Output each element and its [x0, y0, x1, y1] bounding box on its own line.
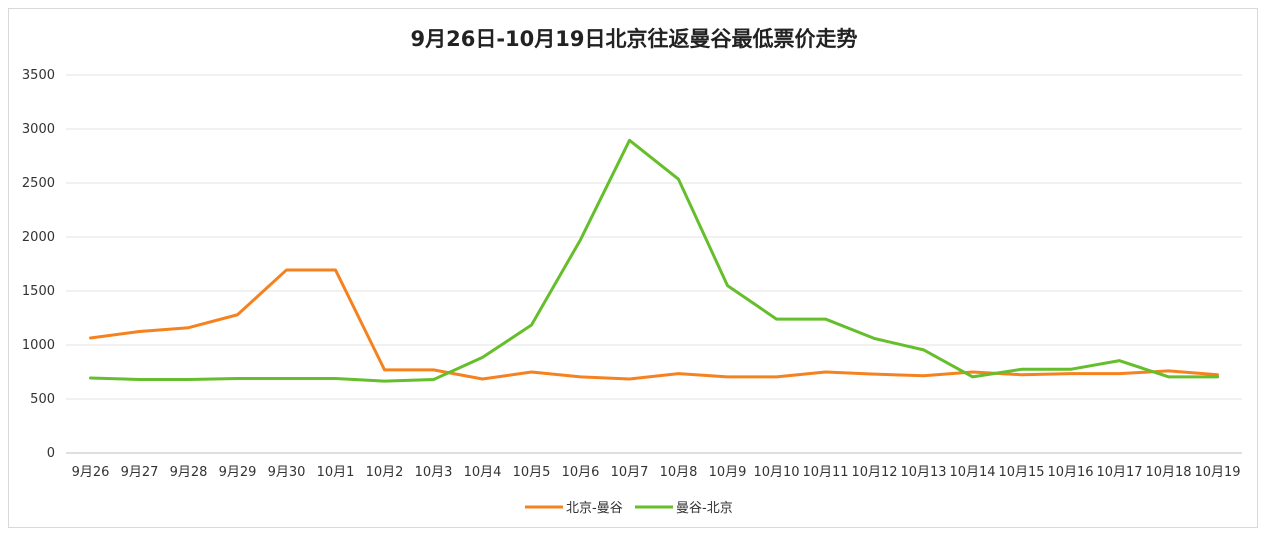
y-tick-label: 0 [47, 446, 55, 461]
x-tick-label: 9月28 [170, 465, 208, 480]
x-tick-label: 10月5 [513, 465, 551, 480]
line-chart: 9月26日-10月19日北京往返曼谷最低票价走势 0 500 1000 1500 200… [22, 27, 1242, 516]
x-tick-label: 9月30 [268, 465, 306, 480]
x-tick-label: 10月19 [1194, 465, 1240, 480]
x-tick-label: 10月13 [900, 465, 946, 480]
y-tick-label: 3500 [22, 68, 55, 83]
legend-label: 曼谷-北京 [676, 501, 733, 516]
x-tick-label: 10月15 [998, 465, 1044, 480]
x-tick-label: 10月10 [753, 465, 799, 480]
x-tick-label: 10月18 [1145, 465, 1191, 480]
x-tick-label: 9月26 [72, 465, 110, 480]
x-tick-label: 9月29 [219, 465, 257, 480]
chart-frame: 9月26日-10月19日北京往返曼谷最低票价走势 0 500 1000 1500 200… [8, 8, 1258, 528]
y-tick-label: 3000 [22, 122, 55, 137]
series-line-2 [89, 138, 1219, 383]
x-axis-ticks: 9月26 9月27 9月28 9月29 9月30 10月1 10月2 10月3 10月4 10月5… [72, 465, 1241, 480]
legend-label: 北京-曼谷 [566, 501, 623, 516]
y-tick-label: 2500 [22, 176, 55, 191]
y-tick-label: 2000 [22, 230, 55, 245]
x-tick-label: 10月9 [709, 465, 747, 480]
chart-title: 9月26日-10月19日北京往返曼谷最低票价走势 [411, 27, 858, 51]
x-tick-label: 10月12 [851, 465, 897, 480]
x-tick-label: 10月16 [1047, 465, 1093, 480]
y-tick-label: 1500 [22, 284, 55, 299]
x-tick-label: 10月14 [949, 465, 995, 480]
x-tick-label: 10月7 [611, 465, 649, 480]
legend: 北京-曼谷 曼谷-北京 [525, 501, 733, 516]
x-tick-label: 10月2 [366, 465, 404, 480]
x-tick-label: 10月17 [1096, 465, 1142, 480]
x-tick-label: 10月3 [415, 465, 453, 480]
x-tick-label: 10月4 [464, 465, 502, 480]
x-tick-label: 10月6 [562, 465, 600, 480]
series-line-1 [89, 268, 1219, 381]
y-axis-ticks: 0 500 1000 1500 2000 2500 3000 3500 [22, 68, 55, 461]
gridlines [66, 74, 1242, 454]
x-tick-label: 9月27 [121, 465, 159, 480]
y-tick-label: 1000 [22, 338, 55, 353]
x-tick-label: 10月1 [317, 465, 355, 480]
x-tick-label: 10月11 [802, 465, 848, 480]
x-tick-label: 10月8 [660, 465, 698, 480]
y-tick-label: 500 [30, 392, 55, 407]
series-lines [89, 138, 1219, 383]
